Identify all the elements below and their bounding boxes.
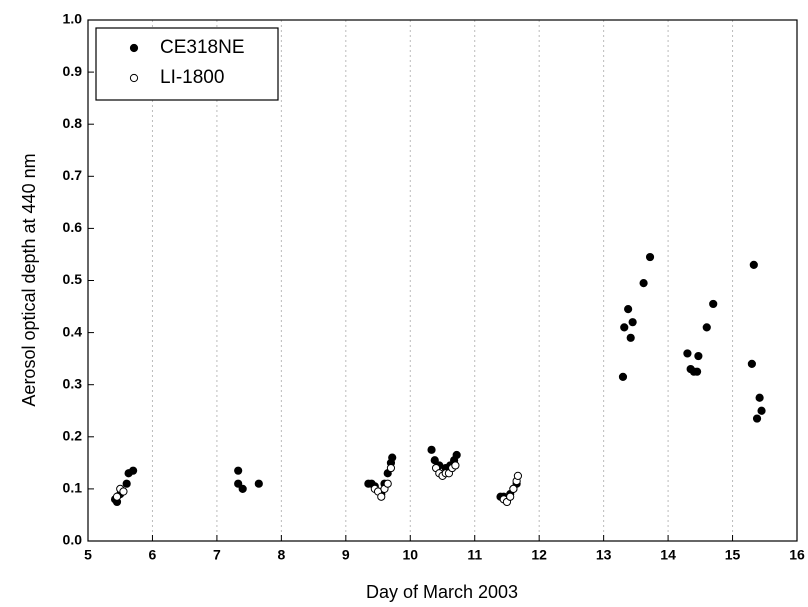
y-tick-label: 0.7 [63,167,83,183]
y-tick-label: 0.6 [63,219,83,235]
x-tick-label: 14 [660,547,676,563]
x-tick-label: 12 [531,547,547,563]
point [639,279,648,288]
plot-frame [87,19,798,542]
point [709,299,718,309]
point [747,359,756,368]
x-axis-label: Day of March 2003 [366,582,518,602]
point [234,466,243,475]
point [755,393,764,402]
point [112,492,122,501]
x-tick-label: 13 [596,547,612,563]
point [427,445,436,454]
point [618,372,628,381]
y-tick-label: 0.8 [63,115,83,131]
point [694,351,703,361]
point [129,466,138,475]
point [122,479,131,488]
y-tick-label: 0.9 [63,63,83,79]
legend-label: LI-1800 [160,67,224,88]
x-tick-label: 5 [84,547,92,563]
legend-label: CE318NE [160,37,245,58]
point [451,461,460,470]
x-tick-label: 11 [467,547,482,563]
x-tick-label: 6 [149,547,157,563]
legend-marker [129,43,139,53]
y-tick-label: 1.0 [63,11,83,27]
point [234,479,243,488]
y-axis-label: Aerosol optical depth at 440 nm [19,153,39,406]
point [383,479,392,488]
point [752,414,762,423]
point [702,323,711,332]
point [238,484,247,493]
point [452,450,461,460]
point [683,349,692,358]
point [119,487,128,496]
x-tick-label: 16 [789,547,805,563]
point [749,260,758,269]
point [506,492,515,501]
x-tick-label: 7 [213,547,221,563]
point [430,456,439,465]
point [645,252,655,262]
point [628,318,637,327]
point [624,305,633,314]
x-tick-label: 9 [342,547,350,563]
x-tick-label: 15 [725,547,741,563]
y-tick-label: 0.1 [63,480,83,496]
legend-marker [129,73,139,83]
y-tick-label: 0.2 [63,428,83,444]
point [513,471,523,480]
y-tick-label: 0.5 [63,271,83,287]
point [757,406,766,415]
x-tick-label: 8 [277,547,285,563]
x-tick-label: 10 [402,547,418,563]
point [509,484,518,493]
point [626,333,635,342]
point [377,492,386,501]
point [386,463,396,473]
y-tick-label: 0.4 [63,323,83,339]
y-tick-label: 0.0 [63,532,83,548]
point [692,367,702,376]
y-tick-label: 0.3 [63,375,83,391]
legend-box [95,27,279,101]
point [620,323,629,332]
point [388,453,397,462]
point [254,479,263,488]
